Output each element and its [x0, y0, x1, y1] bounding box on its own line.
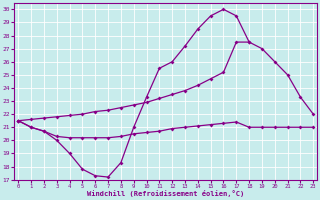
- X-axis label: Windchill (Refroidissement éolien,°C): Windchill (Refroidissement éolien,°C): [87, 190, 244, 197]
